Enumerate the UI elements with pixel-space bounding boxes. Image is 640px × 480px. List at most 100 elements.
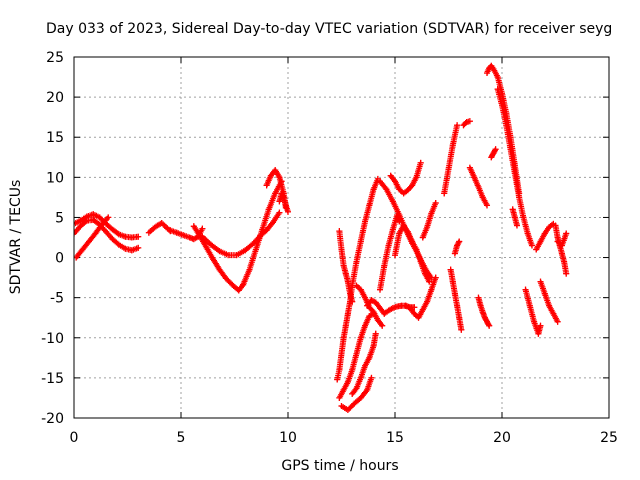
- series-arc-24: [441, 122, 461, 197]
- series-arc-02: [74, 216, 142, 254]
- data-point: [413, 174, 420, 181]
- data-point: [396, 186, 403, 193]
- data-point: [145, 229, 152, 236]
- data-point: [526, 302, 533, 309]
- data-point: [409, 238, 416, 245]
- data-point: [490, 66, 497, 73]
- data-point: [222, 275, 229, 282]
- series-arc-11: [334, 175, 381, 383]
- series-arc-18: [377, 212, 403, 293]
- data-point: [389, 305, 396, 312]
- series-arc-30: [484, 62, 523, 197]
- data-point: [92, 230, 99, 237]
- data-point: [426, 278, 433, 285]
- data-point: [445, 166, 452, 173]
- data-point: [90, 211, 97, 218]
- data-point: [451, 290, 458, 297]
- data-point: [90, 216, 97, 223]
- data-point: [342, 270, 349, 277]
- data-point: [516, 194, 523, 201]
- series-markers: [387, 159, 424, 197]
- data-point: [357, 286, 364, 293]
- data-point: [163, 224, 170, 231]
- data-point: [441, 190, 448, 197]
- data-point: [199, 233, 206, 240]
- data-point: [366, 202, 373, 209]
- data-point: [362, 322, 369, 329]
- data-point: [404, 187, 411, 194]
- data-point: [494, 74, 501, 81]
- data-point: [424, 224, 431, 231]
- y-tick-label: 25: [46, 50, 64, 66]
- data-point: [428, 286, 435, 293]
- data-point: [377, 305, 384, 312]
- data-point: [454, 302, 461, 309]
- data-point: [77, 217, 84, 224]
- series-arc-36: [537, 278, 561, 325]
- data-point: [340, 386, 347, 393]
- data-point: [280, 194, 287, 201]
- grid-lines: [74, 57, 609, 418]
- data-point: [344, 378, 351, 385]
- data-point: [362, 362, 369, 369]
- data-point: [250, 240, 257, 247]
- series-markers: [419, 200, 439, 241]
- data-point: [115, 241, 122, 248]
- data-point: [340, 334, 347, 341]
- series-arc-07: [199, 209, 283, 259]
- data-point: [344, 310, 351, 317]
- series-markers: [522, 286, 544, 337]
- series-arc-06: [190, 223, 247, 294]
- data-point: [362, 294, 369, 301]
- series-arc-38: [554, 230, 570, 249]
- series-arc-15: [349, 330, 379, 397]
- data-point: [203, 244, 210, 251]
- series-arc-08: [240, 178, 285, 288]
- data-point: [225, 252, 232, 259]
- series-arc-33: [509, 206, 520, 229]
- series-arc-03: [74, 214, 112, 261]
- data-point: [389, 226, 396, 233]
- series-arc-32: [494, 86, 535, 249]
- data-point: [477, 302, 484, 309]
- data-point: [103, 228, 110, 235]
- data-point: [541, 230, 548, 237]
- data-point: [199, 225, 206, 232]
- data-point: [377, 286, 384, 293]
- data-point: [272, 167, 279, 174]
- data-point: [353, 258, 360, 265]
- series-markers: [447, 266, 465, 333]
- x-tick-labels: 0 5 10 15 20 25: [70, 430, 618, 446]
- y-tick-label: 5: [55, 210, 64, 226]
- data-point: [374, 317, 381, 324]
- data-point: [389, 198, 396, 205]
- series-arc-34: [522, 286, 544, 337]
- data-point: [400, 222, 407, 229]
- data-point: [282, 202, 289, 209]
- data-point: [421, 270, 428, 277]
- series-markers: [240, 178, 285, 288]
- data-point: [115, 231, 122, 238]
- data-point: [122, 233, 129, 240]
- series-arc-20: [387, 159, 424, 197]
- data-point: [449, 142, 456, 149]
- data-point: [552, 222, 559, 229]
- data-point: [357, 374, 364, 381]
- series-markers: [377, 212, 403, 293]
- data-point: [535, 330, 542, 337]
- data-point: [424, 298, 431, 305]
- data-point: [394, 303, 401, 310]
- data-point: [392, 252, 398, 259]
- data-point: [411, 310, 418, 317]
- data-point: [364, 386, 371, 393]
- data-point: [364, 302, 371, 309]
- data-point: [546, 224, 553, 231]
- series-arc-22: [402, 274, 439, 321]
- data-point: [507, 146, 514, 153]
- data-point: [246, 266, 253, 273]
- data-point: [370, 342, 377, 349]
- data-point: [509, 206, 516, 213]
- series-arc-10: [276, 190, 291, 215]
- data-point: [488, 62, 495, 69]
